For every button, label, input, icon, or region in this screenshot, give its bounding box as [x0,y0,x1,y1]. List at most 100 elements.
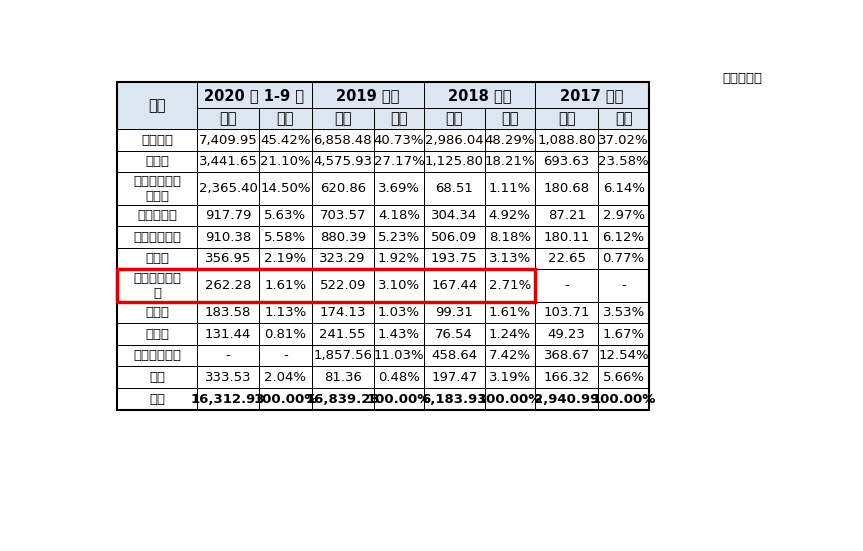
Bar [259,302,312,323]
Bar [117,388,197,410]
Bar [598,205,649,226]
Bar [312,205,374,226]
Text: 48.29%: 48.29% [484,133,535,147]
Text: 262.28: 262.28 [205,279,251,292]
Bar [197,345,259,366]
Text: 专利申请代理
费: 专利申请代理 费 [133,272,181,300]
Text: 100.00%: 100.00% [591,393,656,406]
Text: 166.32: 166.32 [544,371,590,383]
Bar [598,172,649,205]
Bar [312,302,374,323]
Text: 693.63: 693.63 [544,155,589,168]
Bar [197,109,259,129]
Bar [197,129,259,151]
Text: 2020 年 1-9 月: 2020 年 1-9 月 [205,88,305,103]
Bar [374,269,424,302]
Bar [312,345,374,366]
Text: 材料费: 材料费 [145,155,169,168]
Text: 2.97%: 2.97% [602,209,645,222]
Bar [535,248,598,269]
Text: 193.75: 193.75 [431,252,477,265]
Bar [424,109,484,129]
Bar [598,269,649,302]
Text: 1.11%: 1.11% [488,182,531,195]
Bar [535,129,598,151]
Text: 241.55: 241.55 [319,328,366,341]
Bar [424,323,484,345]
Bar [535,269,598,302]
Bar [312,151,374,172]
Bar [484,323,535,345]
Bar [259,248,312,269]
Text: 620.86: 620.86 [319,182,366,195]
Bar [117,82,197,129]
Bar [197,366,259,388]
Text: 占比: 占比 [501,111,519,126]
Bar [374,226,424,248]
Text: 2,986.04: 2,986.04 [425,133,483,147]
Text: 910.38: 910.38 [205,230,251,244]
Text: 金额: 金额 [219,111,236,126]
Text: 18.21%: 18.21% [484,155,535,168]
Text: 27.17%: 27.17% [374,155,425,168]
Text: 办公费: 办公费 [145,306,169,319]
Bar [424,205,484,226]
Bar [598,248,649,269]
Bar [484,388,535,410]
Bar [197,248,259,269]
Bar [259,226,312,248]
Text: 人工成本: 人工成本 [141,133,173,147]
Bar [484,109,535,129]
Bar [598,345,649,366]
Bar [259,366,312,388]
Bar [312,109,374,129]
Bar [424,366,484,388]
Text: 5.58%: 5.58% [264,230,306,244]
Bar [424,172,484,205]
Bar [197,205,259,226]
Text: 7.42%: 7.42% [488,349,531,362]
Text: 委外设计开发
测试费: 委外设计开发 测试费 [133,175,181,203]
Bar [374,345,424,366]
Bar [117,172,197,205]
Text: 1.13%: 1.13% [264,306,306,319]
Text: 4.18%: 4.18% [378,209,420,222]
Bar [312,323,374,345]
Bar [535,172,598,205]
Bar [535,388,598,410]
Text: 1.61%: 1.61% [264,279,306,292]
Text: 16,839.23: 16,839.23 [306,393,380,406]
Bar [117,82,197,129]
Bar [598,151,649,172]
Bar [484,302,535,323]
Text: 2,940.99: 2,940.99 [534,393,599,406]
Text: 金额: 金额 [334,111,351,126]
Text: 单位：万元: 单位：万元 [722,72,763,85]
Text: 2.71%: 2.71% [488,279,531,292]
Bar [374,388,424,410]
Bar [312,82,424,109]
Text: 占比: 占比 [277,111,294,126]
Bar [424,269,484,302]
Text: 2.04%: 2.04% [264,371,306,383]
Text: 99.31: 99.31 [435,306,473,319]
Text: 131.44: 131.44 [205,328,251,341]
Text: 45.42%: 45.42% [260,133,311,147]
Bar [374,366,424,388]
Bar [535,82,649,109]
Text: 1.24%: 1.24% [488,328,531,341]
Bar [312,109,374,129]
Text: 14.50%: 14.50% [260,182,311,195]
Bar [424,388,484,410]
Bar [535,82,649,109]
Text: 49.23: 49.23 [548,328,586,341]
Bar [535,302,598,323]
Text: 0.81%: 0.81% [264,328,306,341]
Text: 5.63%: 5.63% [264,209,306,222]
Text: 100.00%: 100.00% [253,393,318,406]
Text: 21.10%: 21.10% [260,155,311,168]
Bar [312,226,374,248]
Text: 股份支付费用: 股份支付费用 [133,349,181,362]
Bar [259,109,312,129]
Text: 1,857.56: 1,857.56 [313,349,372,362]
